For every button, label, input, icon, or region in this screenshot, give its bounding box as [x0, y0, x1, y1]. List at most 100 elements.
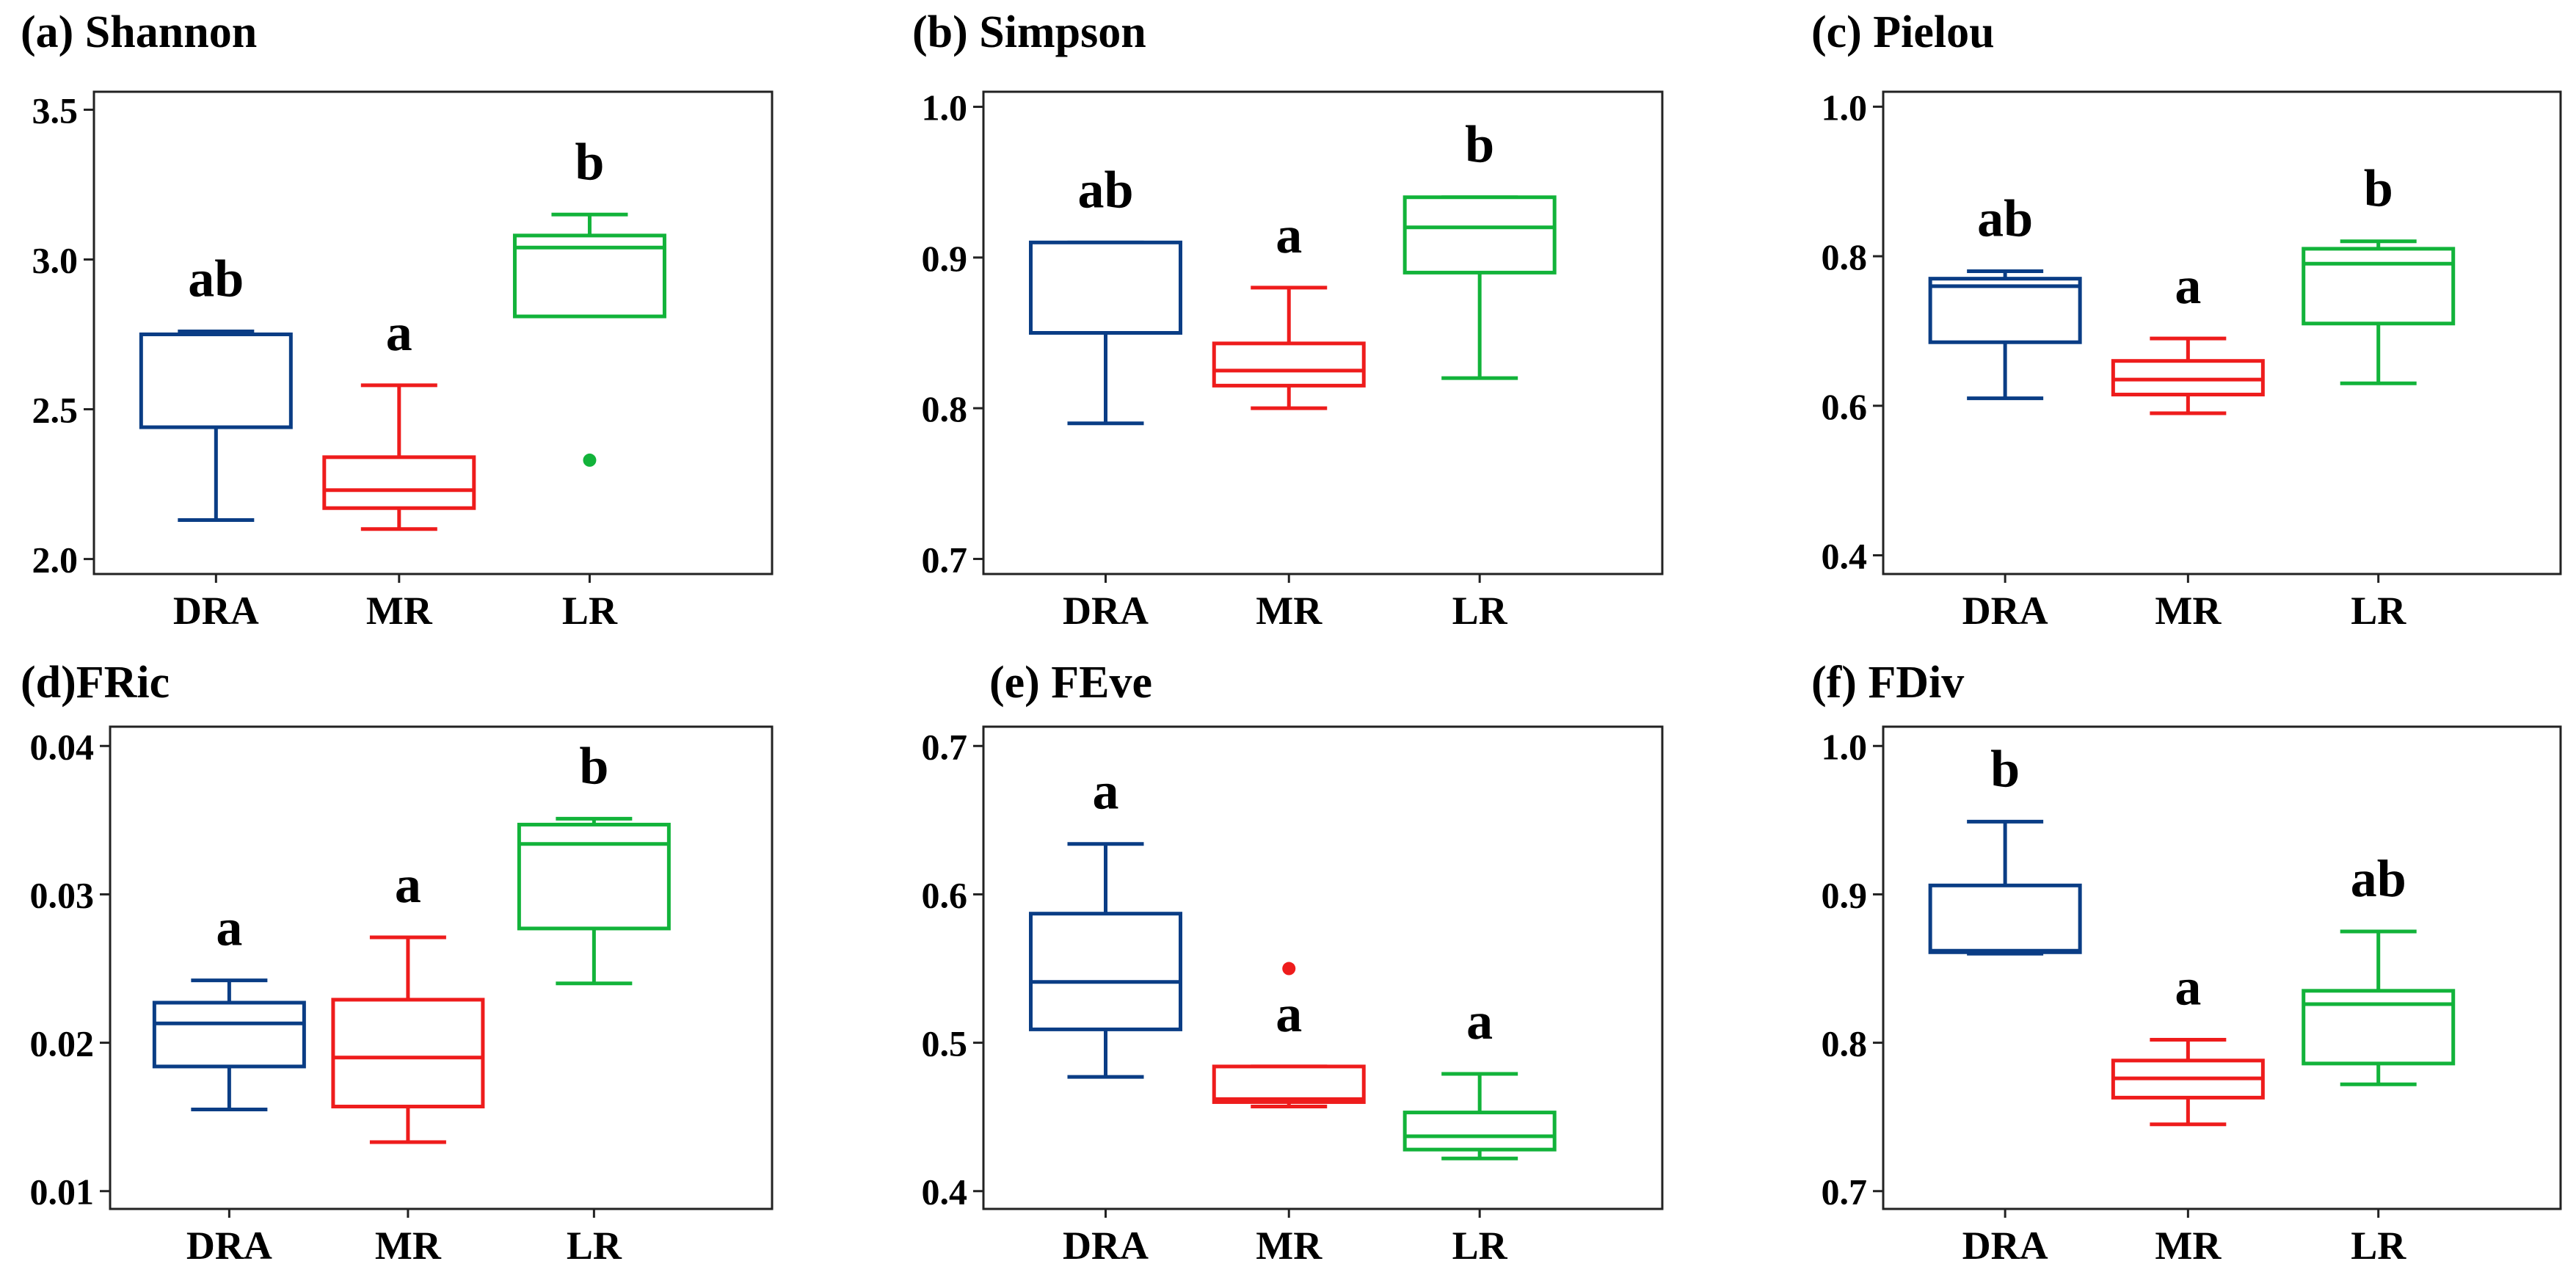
significance-letter: a: [395, 855, 421, 914]
x-tick-label: MR: [375, 1224, 442, 1268]
y-tick-label: 3.0: [32, 240, 79, 281]
y-tick-label: 0.03: [30, 874, 95, 915]
significance-letter: b: [575, 132, 604, 191]
panel-title: (d)FRic: [21, 658, 170, 708]
y-tick-label: 0.7: [1822, 1171, 1868, 1213]
panel-title: (c) Pielou: [1811, 7, 1995, 57]
panel-4: (d)FRic 0.01 0.02 0.03 0.04 a DRA a MR b LR: [21, 658, 774, 1268]
x-tick-label: LR: [1452, 1224, 1508, 1268]
iqr-box: [1212, 1064, 1366, 1104]
x-tick-label: MR: [2155, 589, 2222, 633]
iqr-box: [1402, 1111, 1557, 1152]
x-tick-label: LR: [1452, 589, 1508, 633]
x-tick-label: MR: [1256, 589, 1322, 633]
iqr-box: [517, 822, 671, 931]
box-mr: a: [1212, 206, 1366, 410]
significance-letter: ab: [1077, 160, 1133, 219]
box-lr: b: [512, 132, 666, 467]
significance-letter: a: [2175, 958, 2201, 1017]
significance-letter: a: [2175, 256, 2201, 315]
significance-letter: a: [216, 898, 242, 957]
box-dra: b: [1928, 739, 2082, 956]
y-tick-label: 1.0: [922, 87, 968, 128]
y-tick-label: 0.9: [1822, 874, 1868, 915]
iqr-box: [152, 1000, 306, 1069]
iqr-box: [139, 333, 293, 429]
y-tick-label: 2.5: [32, 390, 79, 431]
iqr-box: [2302, 247, 2456, 326]
iqr-box: [322, 455, 476, 510]
box-dra: ab: [1029, 160, 1182, 426]
x-tick-label: LR: [562, 589, 618, 633]
y-tick-label: 0.8: [1822, 1023, 1868, 1064]
iqr-box: [1928, 883, 2082, 954]
significance-letter: ab: [188, 249, 244, 308]
box-lr: b: [517, 736, 671, 986]
plot-frame: [982, 90, 1664, 575]
y-tick-label: 0.6: [1822, 386, 1868, 427]
iqr-box: [2302, 989, 2456, 1066]
iqr-box: [1402, 195, 1557, 275]
significance-letter: a: [1276, 206, 1302, 264]
significance-letter: a: [386, 303, 412, 362]
iqr-box: [331, 998, 485, 1109]
box-mr: a: [1212, 962, 1366, 1109]
plot-frame: [109, 725, 774, 1210]
outlier-point: [583, 453, 597, 467]
box-dra: ab: [1928, 189, 2082, 401]
box-dra: a: [152, 898, 306, 1112]
x-tick-label: LR: [2351, 589, 2406, 633]
y-tick-label: 0.01: [30, 1171, 95, 1213]
box-mr: a: [331, 855, 485, 1144]
x-tick-label: LR: [567, 1224, 622, 1268]
iqr-box: [1029, 912, 1182, 1031]
panel-title: (e) FEve: [989, 658, 1152, 708]
plot-frame: [1882, 725, 2562, 1210]
panel-1: (a) Shannon 2.0 2.5 3.0 3.5 ab DRA a MR b LR: [21, 7, 774, 633]
x-tick-label: DRA: [186, 1224, 272, 1268]
significance-letter: a: [1276, 984, 1302, 1043]
iqr-box: [1212, 341, 1366, 388]
x-tick-label: MR: [2155, 1224, 2222, 1268]
panel-title: (a) Shannon: [21, 7, 257, 57]
significance-letter: b: [2364, 159, 2393, 218]
y-tick-label: 1.0: [1822, 87, 1868, 128]
y-tick-label: 0.7: [922, 726, 968, 767]
x-tick-label: MR: [366, 589, 433, 633]
panel-2: (b) Simpson 0.7 0.8 0.9 1.0 ab DRA a MR b LR: [912, 7, 1664, 633]
outlier-point: [1282, 962, 1296, 976]
box-dra: a: [1029, 762, 1182, 1079]
panel-5: (e) FEve 0.4 0.5 0.6 0.7 a DRA a MR a LR: [922, 658, 1664, 1268]
box-mr: a: [2111, 958, 2265, 1127]
significance-letter: b: [579, 736, 608, 795]
plot-frame: [1882, 90, 2562, 575]
significance-letter: a: [1466, 992, 1493, 1050]
panel-title: (f) FDiv: [1811, 658, 1964, 708]
y-tick-label: 0.6: [922, 874, 968, 915]
box-lr: b: [2302, 159, 2456, 385]
box-lr: a: [1402, 992, 1557, 1160]
x-tick-label: LR: [2351, 1224, 2406, 1268]
x-tick-label: DRA: [173, 589, 259, 633]
x-tick-label: DRA: [1962, 589, 2048, 633]
panel-3: (c) Pielou 0.4 0.6 0.8 1.0 ab DRA a MR b LR: [1811, 7, 2562, 633]
box-mr: a: [322, 303, 476, 531]
significance-letter: a: [1093, 762, 1119, 821]
y-tick-label: 0.7: [922, 539, 968, 580]
y-tick-label: 0.9: [922, 238, 968, 279]
x-tick-label: DRA: [1962, 1224, 2048, 1268]
significance-letter: b: [1990, 739, 2020, 798]
significance-letter: ab: [2351, 849, 2406, 908]
x-tick-label: MR: [1256, 1224, 1322, 1268]
box-mr: a: [2111, 256, 2265, 415]
y-tick-label: 0.4: [1822, 536, 1868, 577]
panel-title: (b) Simpson: [912, 7, 1146, 57]
iqr-box: [1928, 277, 2082, 344]
box-lr: b: [1402, 115, 1557, 380]
x-tick-label: DRA: [1063, 1224, 1149, 1268]
y-tick-label: 3.5: [32, 90, 79, 131]
y-tick-label: 2.0: [32, 540, 79, 581]
iqr-box: [2111, 359, 2265, 397]
panel-6: (f) FDiv 0.7 0.8 0.9 1.0 b DRA a MR ab LR: [1811, 658, 2562, 1268]
